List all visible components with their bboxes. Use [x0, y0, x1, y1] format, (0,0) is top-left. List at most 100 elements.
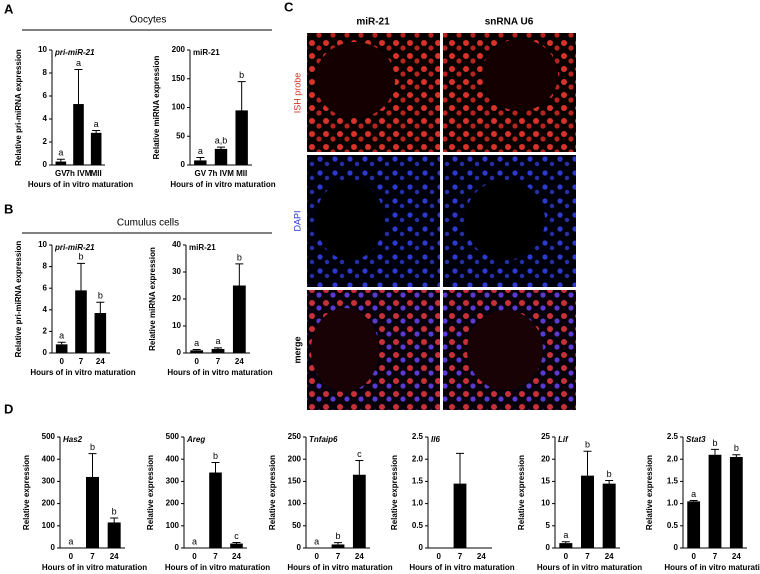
bar-chart: 0 50 100 150 200 250 Tnfaip6 Relative expressio… [268, 432, 393, 572]
significance-letter: a [563, 530, 568, 540]
y-tick-label: 0 [419, 543, 424, 552]
x-tick-label: 0 [192, 552, 197, 561]
x-tick-label: 7 [585, 552, 590, 561]
bar [190, 350, 204, 353]
significance-letter: a [691, 489, 696, 499]
significance-letter: c [234, 531, 239, 541]
error-bar [355, 460, 364, 475]
y-tick-label: 200 [172, 45, 186, 54]
error-bar [74, 69, 83, 105]
y-tick-label: 10 [541, 499, 550, 508]
x-tick-label: 0 [69, 552, 74, 561]
significance-letter: a [215, 336, 220, 346]
error-bar [232, 541, 241, 544]
y-axis-label: Relative miRNA expression [152, 56, 161, 160]
significance-letter: b [335, 531, 340, 541]
y-axis-label: Relative expression [645, 455, 654, 530]
y-tick-label: 2 [43, 137, 48, 146]
bar [708, 454, 722, 548]
significance-letter: a [198, 146, 203, 156]
y-tick-label: 0 [297, 543, 302, 552]
y-tick-label: 30 [172, 267, 181, 276]
x-tick-label: 7 [336, 552, 341, 561]
error-bar [88, 453, 97, 477]
bar-chart: 0 100 200 300 400 500 Areg Relative expression H… [146, 432, 270, 572]
bar [55, 161, 67, 165]
bar-chart: 0 100 200 300 400 500 Has2 Relative expression H… [22, 432, 147, 572]
x-tick-label: 24 [732, 552, 741, 561]
y-tick-label: 500 [42, 432, 56, 441]
y-tick-label: 8 [43, 262, 48, 271]
significance-letter: b [239, 70, 244, 80]
y-tick-label: 10 [172, 321, 181, 330]
bar [230, 543, 243, 548]
significance-letter: a [194, 338, 199, 348]
chart-title: Stat3 [686, 435, 706, 444]
bar [687, 501, 701, 548]
x-tick-label: 7 [713, 552, 718, 561]
y-tick-label: 200 [166, 499, 180, 508]
bar [232, 285, 246, 353]
error-bar [235, 263, 244, 286]
y-tick-label: 1.5 [667, 477, 679, 486]
y-tick-label: 0 [175, 543, 180, 552]
y-tick-label: 100 [172, 103, 186, 112]
y-tick-label: 1.0 [412, 499, 424, 508]
y-tick-label: 20 [172, 294, 181, 303]
x-axis-label: Hours of in vitro maturation [409, 563, 514, 572]
x-tick-label: 7h IVM [208, 169, 234, 178]
error-bar [217, 146, 225, 149]
micrographs [307, 33, 576, 410]
y-axis-label: Relative expression [268, 455, 277, 530]
y-tick-label: 6 [43, 91, 48, 100]
x-axis-label: Hours of in vitro maturation [30, 368, 135, 377]
y-tick-label: 150 [172, 74, 186, 83]
oocyte [482, 39, 558, 111]
significance-letter: b [607, 469, 612, 479]
x-tick-label: 0 [194, 357, 199, 366]
y-tick-label: 2.5 [412, 432, 424, 441]
y-tick-label: 4 [43, 114, 48, 123]
significance-letter: a [68, 536, 73, 546]
error-bar [732, 454, 741, 457]
x-tick-label: 24 [235, 357, 244, 366]
y-tick-label: 150 [288, 477, 302, 486]
bar [107, 522, 121, 548]
significance-letter: b [90, 442, 95, 452]
oocyte [316, 180, 384, 260]
x-tick-label: MII [236, 169, 247, 178]
y-tick-label: 100 [42, 521, 56, 530]
significance-letter: b [585, 440, 590, 450]
y-tick-label: 15 [541, 477, 550, 486]
x-tick-label: 7 [79, 357, 84, 366]
significance-letter: b [98, 291, 103, 301]
y-tick-label: 5 [546, 521, 551, 530]
row-label: ISH probe [292, 73, 302, 114]
chart-title: Areg [186, 435, 205, 444]
x-tick-label: 24 [96, 357, 105, 366]
y-tick-label: 200 [42, 499, 56, 508]
bar [211, 348, 225, 353]
x-tick-label: GV [55, 169, 67, 178]
bar [729, 456, 743, 548]
y-axis-label: Relative expression [22, 455, 31, 530]
y-tick-label: 0.5 [412, 521, 424, 530]
bar [214, 148, 228, 165]
x-axis-label: Hours of in vitro maturation [167, 368, 272, 377]
bar [453, 483, 467, 548]
panel-label: D [4, 401, 13, 416]
section-heading: Oocytes [130, 15, 167, 26]
bar [559, 543, 573, 548]
bar [73, 104, 84, 165]
chart-title: Tnfaip6 [309, 435, 338, 444]
bar-chart: 0 2 4 6 8 10 pri-miR-21 Relative pri-miRNA expr… [14, 45, 133, 189]
y-tick-label: 50 [176, 131, 185, 140]
y-tick-label: 2.0 [412, 454, 424, 463]
oocyte [465, 180, 545, 260]
y-tick-label: 2.5 [667, 432, 679, 441]
chart-title: pri-miR-21 [54, 243, 95, 252]
x-tick-label: 24 [477, 552, 486, 561]
bar [194, 160, 207, 165]
section-heading: Cumulus cells [117, 218, 179, 229]
y-tick-label: 0 [43, 348, 48, 357]
